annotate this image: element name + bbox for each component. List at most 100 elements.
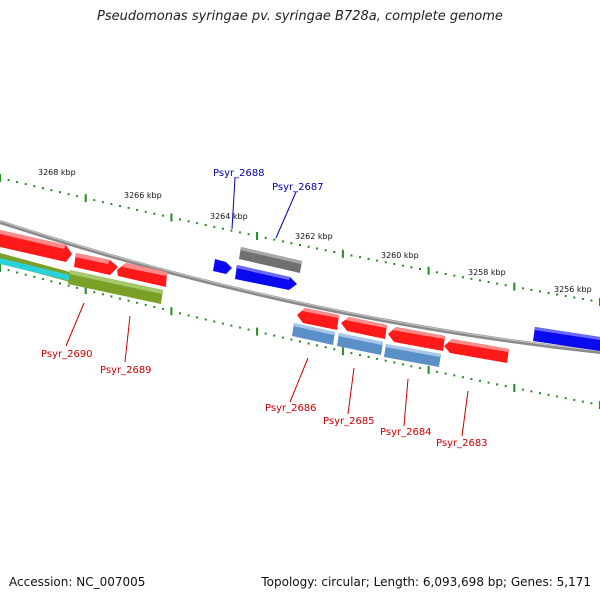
inner-tick-18 (153, 306, 156, 308)
outer-tick-track (0, 174, 600, 306)
label-psyr-2685[interactable]: Psyr_2685 (323, 416, 375, 427)
outer-tick-23 (196, 222, 199, 225)
inner-tick-22 (187, 314, 190, 317)
label-psyr-2688[interactable]: Psyr_2688 (213, 168, 265, 179)
gene-steelblue-2684[interactable] (384, 344, 441, 367)
outer-tick-14 (119, 205, 121, 207)
gene-blue-right[interactable] (533, 327, 600, 351)
inner-tick-37 (316, 344, 319, 347)
outer-tick-13 (110, 203, 113, 206)
outer-tick-26 (221, 227, 224, 230)
inner-tick-1 (7, 269, 10, 272)
inner-tick-14 (119, 297, 121, 300)
callout-line-psyr-2690 (65, 302, 85, 347)
gene-red-2683[interactable] (444, 339, 509, 363)
outer-tick-1 (7, 179, 10, 182)
outer-tick-18 (153, 212, 156, 215)
scale-label-3262: 3262 kbp (295, 232, 333, 241)
outer-tick-68 (581, 298, 584, 300)
outer-tick-25 (213, 225, 216, 228)
gene-steelblue-2685[interactable] (337, 333, 383, 355)
outer-tick-10 (84, 194, 87, 203)
label-psyr-2684[interactable]: Psyr_2684 (380, 427, 432, 438)
label-psyr-2689[interactable]: Psyr_2689 (100, 365, 152, 376)
inner-tick-59 (504, 385, 507, 388)
label-psyr-2690[interactable]: Psyr_2690 (41, 349, 93, 360)
inner-tick-62 (530, 390, 533, 393)
inner-tick-39 (333, 348, 336, 351)
outer-tick-28 (239, 231, 241, 234)
outer-tick-33 (281, 240, 284, 243)
callout-line-psyr-2689 (124, 315, 131, 363)
genome-backbone (0, 220, 600, 354)
callout-line-psyr-2683 (461, 390, 469, 437)
inner-tick-45 (384, 359, 387, 362)
outer-tick-65 (556, 293, 559, 296)
inner-tick-30 (256, 327, 259, 336)
inner-tick-63 (539, 392, 541, 395)
inner-tick-64 (547, 393, 550, 396)
inner-tick-25 (213, 320, 216, 323)
label-psyr-2686[interactable]: Psyr_2686 (265, 403, 317, 414)
outer-tick-15 (127, 206, 130, 209)
inner-tick-54 (461, 376, 464, 379)
gene-red-2686[interactable] (297, 308, 339, 330)
outer-tick-61 (521, 287, 524, 290)
inner-tick-23 (196, 316, 199, 319)
inner-tick-16 (136, 301, 139, 304)
inner-tick-20 (170, 307, 173, 316)
inner-tick-7 (59, 282, 61, 285)
inner-tick-56 (479, 379, 481, 382)
outer-tick-11 (93, 199, 96, 202)
inner-tick-66 (564, 397, 567, 400)
gene-psyr-2688[interactable] (213, 259, 232, 274)
inner-tick-51 (436, 370, 439, 373)
inner-tick-26 (221, 322, 224, 325)
outer-tick-35 (299, 244, 301, 246)
inner-tick-65 (556, 395, 559, 398)
inner-tick-24 (204, 318, 207, 321)
inner-tick-19 (161, 308, 164, 311)
gene-psyr-2687-gray[interactable] (239, 247, 302, 273)
gene-psyr-2687[interactable] (235, 265, 297, 290)
inner-tick-38 (324, 346, 327, 349)
gene-red-2690c[interactable] (117, 263, 167, 287)
outer-tick-9 (76, 195, 79, 198)
gene-cyan-left[interactable] (0, 258, 70, 281)
inner-tick-6 (50, 280, 53, 283)
outer-tick-46 (393, 263, 396, 265)
inner-tick-53 (453, 374, 456, 377)
outer-tick-54 (461, 276, 464, 279)
gene-steelblue-2686[interactable] (292, 323, 335, 345)
inner-tick-17 (144, 303, 147, 306)
gene-red-2690b[interactable] (74, 253, 118, 275)
outer-tick-58 (496, 282, 499, 285)
label-psyr-2687[interactable]: Psyr_2687 (272, 182, 324, 193)
inner-tick-10 (84, 286, 87, 294)
genome-summary-text: Topology: circular; Length: 6,093,698 bp… (261, 575, 591, 589)
scale-label-3264: 3264 kbp (210, 212, 248, 221)
outer-tick-43 (367, 257, 370, 260)
outer-tick-67 (573, 296, 576, 299)
outer-tick-53 (453, 274, 456, 277)
scale-label-3266: 3266 kbp (124, 191, 162, 200)
outer-tick-39 (333, 251, 336, 253)
outer-tick-3 (24, 183, 27, 186)
gene-psyr-2690[interactable] (0, 230, 72, 262)
inner-tick-34 (290, 338, 293, 341)
label-psyr-2683[interactable]: Psyr_2683 (436, 438, 488, 449)
outer-tick-62 (530, 288, 533, 291)
inner-tick-60 (513, 383, 516, 392)
outer-tick-19 (161, 214, 164, 217)
gene-red-2685[interactable] (341, 317, 387, 339)
gene-psyr-2689[interactable] (68, 270, 163, 304)
accession-text: Accession: NC_007005 (9, 575, 146, 589)
outer-tick-6 (50, 189, 53, 192)
outer-tick-44 (376, 259, 379, 262)
map-title: Pseudomonas syringae pv. syringae B728a,… (97, 9, 503, 24)
outer-tick-52 (444, 272, 447, 275)
outer-tick-29 (247, 233, 250, 236)
gene-red-2684[interactable] (388, 327, 445, 351)
outer-tick-0 (0, 174, 1, 182)
